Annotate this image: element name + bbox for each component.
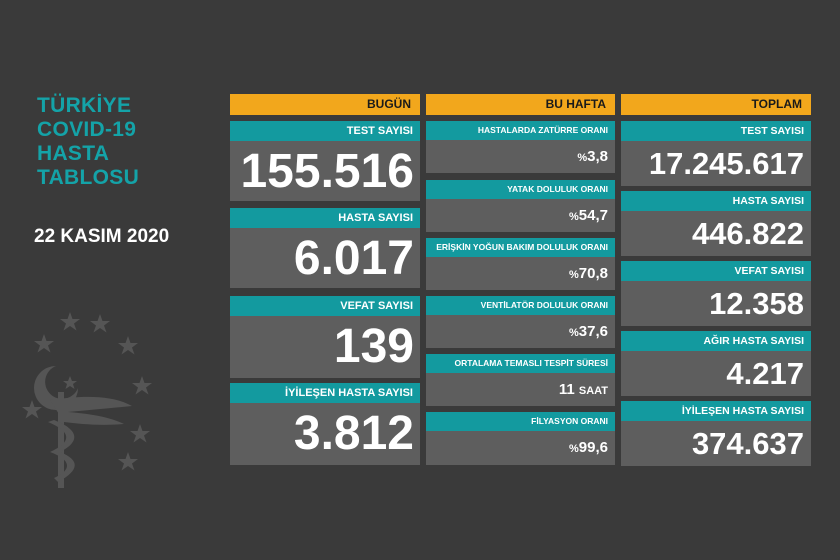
total-column: TOPLAM TEST SAYISI 17.245.617 HASTA SAYI… bbox=[621, 94, 811, 466]
total-test-card: TEST SAYISI 17.245.617 bbox=[621, 121, 811, 186]
card-label: YATAK DOLULUK ORANI bbox=[426, 180, 615, 199]
total-recovered-card: İYİLEŞEN HASTA SAYISI 374.637 bbox=[621, 401, 811, 466]
card-value: %54,7 bbox=[426, 199, 615, 232]
card-value: 12.358 bbox=[621, 281, 811, 326]
value-number: 37,6 bbox=[578, 323, 608, 340]
percent-sign: % bbox=[577, 152, 588, 164]
card-label: HASTA SAYISI bbox=[621, 191, 811, 211]
title-line: TABLOSU bbox=[37, 166, 140, 189]
card-label: VENTİLATÖR DOLULUK ORANI bbox=[426, 296, 615, 315]
card-value: 11 SAAT bbox=[426, 373, 615, 406]
value-number: 70,8 bbox=[578, 265, 608, 282]
card-label: AĞIR HASTA SAYISI bbox=[621, 331, 811, 351]
week-bed-occupancy-card: YATAK DOLULUK ORANI %54,7 bbox=[426, 180, 615, 232]
card-label: İYİLEŞEN HASTA SAYISI bbox=[621, 401, 811, 421]
card-label: HASTA SAYISI bbox=[230, 208, 420, 228]
card-label: HASTALARDA ZATÜRRE ORANI bbox=[426, 121, 615, 140]
card-value: 6.017 bbox=[230, 228, 420, 288]
today-header: BUGÜN bbox=[230, 94, 420, 115]
card-value: %70,8 bbox=[426, 257, 615, 290]
title-line: HASTA bbox=[37, 142, 110, 165]
total-header: TOPLAM bbox=[621, 94, 811, 115]
week-filiation-card: FİLYASYON ORANI %99,6 bbox=[426, 412, 615, 465]
today-recovered-card: İYİLEŞEN HASTA SAYISI 3.812 bbox=[230, 383, 420, 465]
card-label: İYİLEŞEN HASTA SAYISI bbox=[230, 383, 420, 403]
today-cases-card: HASTA SAYISI 6.017 bbox=[230, 208, 420, 288]
week-header: BU HAFTA bbox=[426, 94, 615, 115]
card-value: %99,6 bbox=[426, 431, 615, 465]
title-line: TÜRKİYE bbox=[37, 94, 132, 117]
card-value: %37,6 bbox=[426, 315, 615, 348]
card-label: VEFAT SAYISI bbox=[621, 261, 811, 281]
title-line: COVID-19 bbox=[37, 118, 137, 141]
value-number: 99,6 bbox=[578, 439, 608, 456]
value-number: 11 bbox=[558, 381, 575, 398]
card-label: TEST SAYISI bbox=[621, 121, 811, 141]
total-critical-card: AĞIR HASTA SAYISI 4.217 bbox=[621, 331, 811, 396]
percent-sign: % bbox=[569, 327, 579, 339]
card-value: 3.812 bbox=[230, 403, 420, 465]
total-cases-card: HASTA SAYISI 446.822 bbox=[621, 191, 811, 256]
total-deaths-card: VEFAT SAYISI 12.358 bbox=[621, 261, 811, 326]
week-ventilator-card: VENTİLATÖR DOLULUK ORANI %37,6 bbox=[426, 296, 615, 348]
card-value: 374.637 bbox=[621, 421, 811, 466]
dashboard-title: TÜRKİYE COVID-19 HASTA TABLOSU bbox=[37, 94, 139, 190]
card-value: 155.516 bbox=[230, 141, 420, 201]
week-pneumonia-card: HASTALARDA ZATÜRRE ORANI %3,8 bbox=[426, 121, 615, 173]
week-column: BU HAFTA HASTALARDA ZATÜRRE ORANI %3,8 Y… bbox=[426, 94, 615, 465]
value-unit: SAAT bbox=[578, 385, 608, 397]
percent-sign: % bbox=[569, 211, 579, 223]
card-value: 4.217 bbox=[621, 351, 811, 396]
card-label: ORTALAMA TEMASLI TESPİT SÜRESİ bbox=[426, 354, 615, 373]
today-test-card: TEST SAYISI 155.516 bbox=[230, 121, 420, 201]
week-contact-tracing-card: ORTALAMA TEMASLI TESPİT SÜRESİ 11 SAAT bbox=[426, 354, 615, 406]
card-value: 446.822 bbox=[621, 211, 811, 256]
percent-sign: % bbox=[569, 269, 579, 281]
value-number: 3,8 bbox=[587, 148, 608, 165]
value-number: 54,7 bbox=[578, 207, 608, 224]
card-label: TEST SAYISI bbox=[230, 121, 420, 141]
today-deaths-card: VEFAT SAYISI 139 bbox=[230, 296, 420, 378]
card-value: 139 bbox=[230, 316, 420, 378]
today-column: BUGÜN TEST SAYISI 155.516 HASTA SAYISI 6… bbox=[230, 94, 420, 465]
card-value: %3,8 bbox=[426, 140, 615, 173]
card-label: FİLYASYON ORANI bbox=[426, 412, 615, 431]
week-icu-occupancy-card: ERİŞKİN YOĞUN BAKIM DOLULUK ORANI %70,8 bbox=[426, 238, 615, 290]
percent-sign: % bbox=[569, 443, 579, 455]
card-value: 17.245.617 bbox=[621, 141, 811, 186]
ministry-emblem-icon bbox=[22, 312, 152, 488]
card-label: VEFAT SAYISI bbox=[230, 296, 420, 316]
card-label: ERİŞKİN YOĞUN BAKIM DOLULUK ORANI bbox=[426, 238, 615, 257]
report-date: 22 KASIM 2020 bbox=[34, 226, 170, 247]
